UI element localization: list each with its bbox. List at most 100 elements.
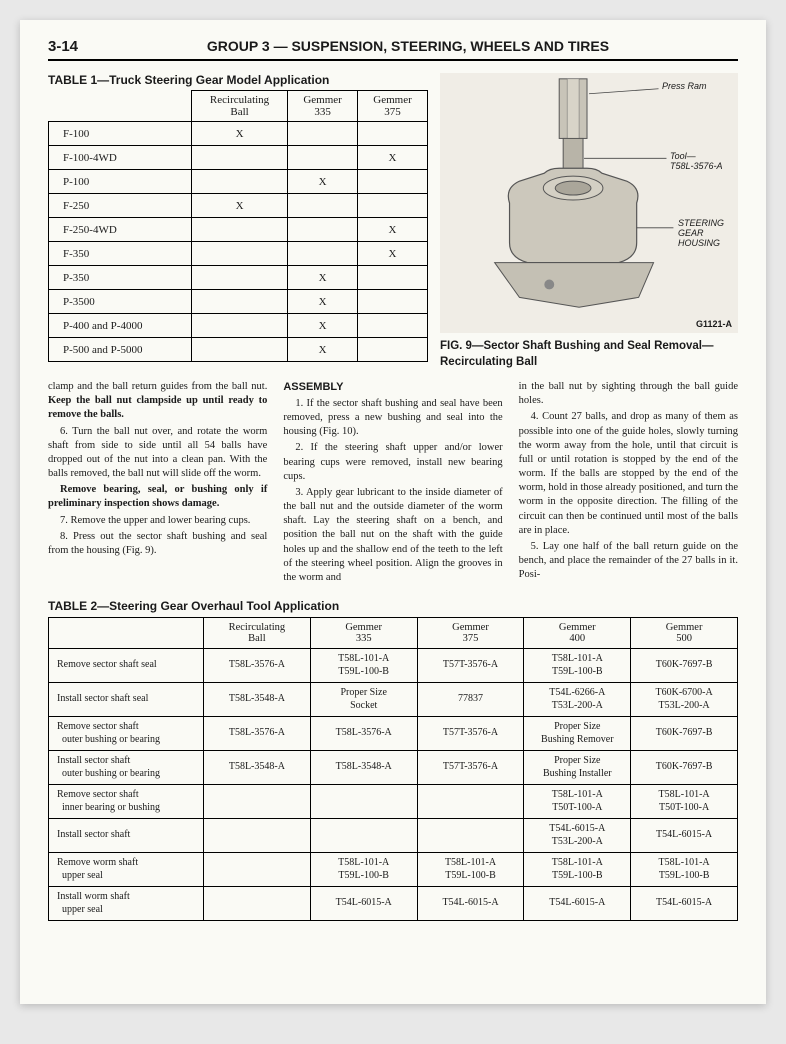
table-row: Install sector shaftT54L-6015-AT53L-200-… [49,819,738,853]
table-row: Remove sector shaft sealT58L-3576-AT58L-… [49,649,738,683]
table-row: P-100X [49,170,428,194]
table-row: P-400 and P-4000X [49,314,428,338]
table-cell [192,170,288,194]
body-col-2: ASSEMBLY 1. If the sector shaft bushing … [283,380,502,587]
table-cell: T58L-3576-A [204,649,311,683]
figure-9: Press Ram Tool— T58L-3576-A STEERING GEA… [440,73,738,333]
table-cell [204,785,311,819]
para: 7. Remove the upper and lower bearing cu… [48,514,267,528]
table-cell: T58L-101-AT59L-100-B [631,853,738,887]
table-cell: X [358,218,428,242]
table-cell: T60K-7697-B [631,649,738,683]
table-cell: Proper SizeBushing Installer [524,751,631,785]
table-row: P-500 and P-5000X [49,338,428,362]
table-row: P-3500X [49,290,428,314]
table-cell: Remove worm shaft upper seal [49,853,204,887]
table-row: Remove sector shaft inner bearing or bus… [49,785,738,819]
table-cell: Proper SizeBushing Remover [524,717,631,751]
table-cell: T58L-101-AT59L-100-B [310,649,417,683]
table-cell [288,194,358,218]
table-cell: T57T-3576-A [417,717,524,751]
table2-title: TABLE 2—Steering Gear Overhaul Tool Appl… [48,599,738,613]
label-housing: STEERING GEAR HOUSING [678,218,724,248]
table1-title: TABLE 1—Truck Steering Gear Model Applic… [48,73,428,87]
table-cell: F-250-4WD [49,218,192,242]
table-cell: Proper SizeSocket [310,683,417,717]
table1-column: TABLE 1—Truck Steering Gear Model Applic… [48,73,428,370]
table-row: Install sector shaft sealT58L-3548-AProp… [49,683,738,717]
table-cell: P-3500 [49,290,192,314]
table-cell: X [288,266,358,290]
table-row: Remove sector shaft outer bushing or bea… [49,717,738,751]
table2-header: Gemmer500 [631,618,738,649]
table-cell: T58L-101-AT59L-100-B [310,853,417,887]
body-col-3: in the ball nut by sighting through the … [519,380,738,587]
table-cell [192,218,288,242]
body-col-1: clamp and the ball return guides from th… [48,380,267,587]
para: Remove bearing, seal, or bushing only if… [48,483,267,511]
table-row: F-100-4WDX [49,146,428,170]
table-cell [192,338,288,362]
table-cell: Install worm shaft upper seal [49,887,204,921]
table-cell: 77837 [417,683,524,717]
table-cell [358,290,428,314]
table-cell [192,242,288,266]
table-cell: Remove sector shaft outer bushing or bea… [49,717,204,751]
table-cell: T58L-3576-A [204,717,311,751]
table-cell: T54L-6015-A [631,819,738,853]
table-cell: T58L-101-AT50T-100-A [631,785,738,819]
table-cell: X [288,314,358,338]
table-row: F-350 X [49,242,428,266]
table-cell: T54L-6015-A [417,887,524,921]
table-cell: T54L-6015-A [524,887,631,921]
table-cell [358,194,428,218]
page-number: 3-14 [48,38,78,55]
table-row: P-350X [49,266,428,290]
table-cell: T58L-3548-A [204,751,311,785]
body-text: clamp and the ball return guides from th… [48,380,738,587]
table-cell [288,146,358,170]
table-cell: X [358,242,428,266]
table-cell: T57T-3576-A [417,751,524,785]
table1-header: Gemmer375 [358,91,428,122]
para: 4. Count 27 balls, and drop as many of t… [519,410,738,538]
label-press-ram: Press Ram [662,81,707,91]
table1-header [49,91,192,122]
table-cell [358,266,428,290]
table-cell: F-100-4WD [49,146,192,170]
table-cell: T54L-6015-A [310,887,417,921]
table-cell [192,146,288,170]
table-cell [358,122,428,146]
table-cell: F-350 [49,242,192,266]
table-cell: X [192,122,288,146]
table-cell [417,785,524,819]
table-cell: Install sector shaft [49,819,204,853]
table1: RecirculatingBallGemmer335Gemmer375 F-10… [48,90,428,362]
table-row: F-250-4WD X [49,218,428,242]
table-cell [417,819,524,853]
table-cell: T58L-3548-A [310,751,417,785]
table-cell: T58L-101-AT50T-100-A [524,785,631,819]
table-cell: X [288,338,358,362]
para: in the ball nut by sighting through the … [519,380,738,408]
table-cell: Remove sector shaft seal [49,649,204,683]
table-cell: T54L-6266-AT53L-200-A [524,683,631,717]
table-cell [310,819,417,853]
assembly-heading: ASSEMBLY [283,380,502,395]
table-cell [288,242,358,266]
table-cell: Install sector shaft outer bushing or be… [49,751,204,785]
table-cell: T58L-3548-A [204,683,311,717]
table-cell: T60K-7697-B [631,717,738,751]
para: 3. Apply gear lubricant to the inside di… [283,486,502,585]
table-cell [358,314,428,338]
para: 6. Turn the ball nut over, and rotate th… [48,425,267,482]
table-cell: Install sector shaft seal [49,683,204,717]
table-cell [192,314,288,338]
table2-header: Gemmer375 [417,618,524,649]
label-tool: Tool— T58L-3576-A [670,151,723,171]
table-row: F-250X [49,194,428,218]
table-cell: Remove sector shaft inner bearing or bus… [49,785,204,819]
table-cell [358,338,428,362]
top-section: TABLE 1—Truck Steering Gear Model Applic… [48,73,738,370]
table-cell [358,170,428,194]
